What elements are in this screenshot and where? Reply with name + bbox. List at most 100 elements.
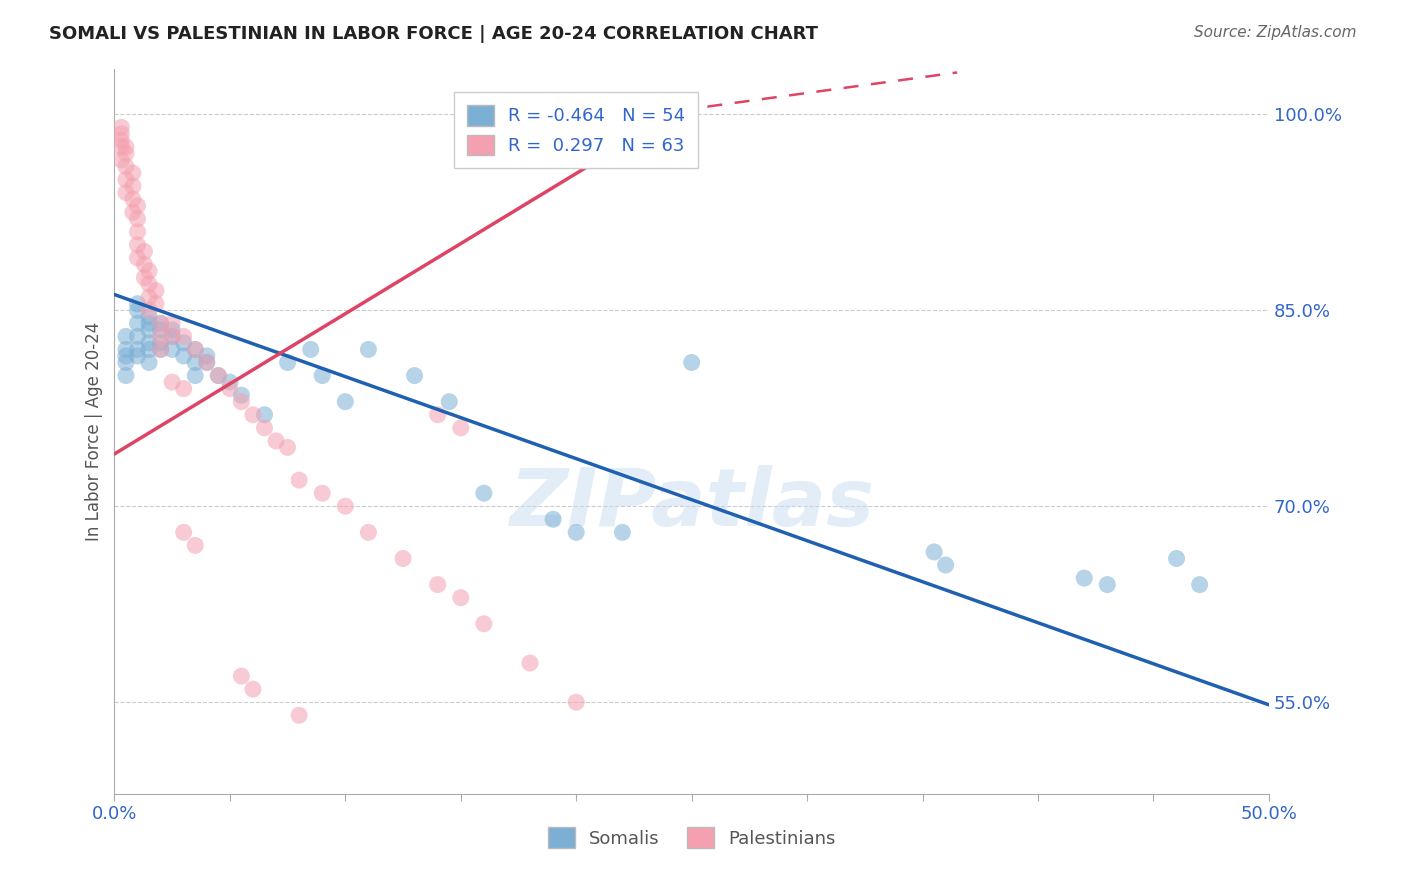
Point xyxy=(127,251,149,265)
Point xyxy=(565,695,588,709)
Point xyxy=(110,133,132,147)
Point xyxy=(110,120,132,135)
Point xyxy=(277,355,299,369)
Point xyxy=(138,355,160,369)
Point xyxy=(1097,577,1119,591)
Point xyxy=(122,205,145,219)
Point xyxy=(1073,571,1095,585)
Point xyxy=(392,551,415,566)
Point xyxy=(195,355,218,369)
Point xyxy=(145,284,167,298)
Point xyxy=(115,355,138,369)
Point xyxy=(357,343,380,357)
Point xyxy=(173,382,195,396)
Point xyxy=(127,238,149,252)
Point xyxy=(160,316,183,330)
Point xyxy=(134,244,156,259)
Y-axis label: In Labor Force | Age 20-24: In Labor Force | Age 20-24 xyxy=(86,321,103,541)
Point xyxy=(138,335,160,350)
Point xyxy=(450,421,472,435)
Point xyxy=(115,146,138,161)
Point xyxy=(357,525,380,540)
Point xyxy=(122,179,145,194)
Point xyxy=(195,349,218,363)
Point xyxy=(288,708,311,723)
Text: SOMALI VS PALESTINIAN IN LABOR FORCE | AGE 20-24 CORRELATION CHART: SOMALI VS PALESTINIAN IN LABOR FORCE | A… xyxy=(49,25,818,43)
Point xyxy=(264,434,287,448)
Point xyxy=(127,303,149,318)
Point xyxy=(115,186,138,200)
Point xyxy=(184,343,207,357)
Point xyxy=(231,388,253,402)
Point xyxy=(127,316,149,330)
Point xyxy=(218,382,240,396)
Point xyxy=(149,343,172,357)
Point xyxy=(207,368,229,383)
Point xyxy=(681,355,703,369)
Point xyxy=(138,343,160,357)
Point xyxy=(426,577,449,591)
Point xyxy=(138,303,160,318)
Point xyxy=(173,335,195,350)
Point xyxy=(207,368,229,383)
Point xyxy=(127,199,149,213)
Legend: R = -0.464   N = 54, R =  0.297   N = 63: R = -0.464 N = 54, R = 0.297 N = 63 xyxy=(454,92,699,168)
Point xyxy=(519,656,541,670)
Point xyxy=(242,408,264,422)
Point xyxy=(288,473,311,487)
Point xyxy=(149,343,172,357)
Point xyxy=(565,525,588,540)
Point xyxy=(149,316,172,330)
Point xyxy=(115,368,138,383)
Point xyxy=(439,394,461,409)
Point xyxy=(426,408,449,422)
Point xyxy=(127,211,149,226)
Point xyxy=(935,558,957,572)
Point xyxy=(184,368,207,383)
Point xyxy=(311,368,333,383)
Point xyxy=(404,368,426,383)
Point xyxy=(160,375,183,389)
Point xyxy=(160,323,183,337)
Point xyxy=(138,264,160,278)
Point xyxy=(160,329,183,343)
Text: ZIPatlas: ZIPatlas xyxy=(509,465,875,542)
Point xyxy=(184,355,207,369)
Point xyxy=(922,545,945,559)
Point xyxy=(134,258,156,272)
Text: Source: ZipAtlas.com: Source: ZipAtlas.com xyxy=(1194,25,1357,40)
Point xyxy=(335,500,357,514)
Point xyxy=(138,316,160,330)
Point xyxy=(127,225,149,239)
Point xyxy=(127,329,149,343)
Point xyxy=(138,277,160,292)
Point xyxy=(160,329,183,343)
Point xyxy=(127,349,149,363)
Point xyxy=(138,323,160,337)
Point xyxy=(115,349,138,363)
Point xyxy=(277,441,299,455)
Point xyxy=(231,394,253,409)
Point xyxy=(145,296,167,310)
Point xyxy=(311,486,333,500)
Point xyxy=(299,343,322,357)
Point xyxy=(184,538,207,552)
Point xyxy=(110,140,132,154)
Point xyxy=(138,290,160,304)
Point xyxy=(127,296,149,310)
Point xyxy=(184,343,207,357)
Point xyxy=(122,192,145,206)
Point xyxy=(1166,551,1188,566)
Point xyxy=(115,343,138,357)
Point xyxy=(218,375,240,389)
Point xyxy=(115,160,138,174)
Point xyxy=(110,127,132,141)
Point xyxy=(242,682,264,697)
Point xyxy=(253,408,276,422)
Point xyxy=(134,270,156,285)
Point xyxy=(115,140,138,154)
Point xyxy=(115,172,138,186)
Point xyxy=(122,166,145,180)
Point xyxy=(612,525,634,540)
Point xyxy=(173,349,195,363)
